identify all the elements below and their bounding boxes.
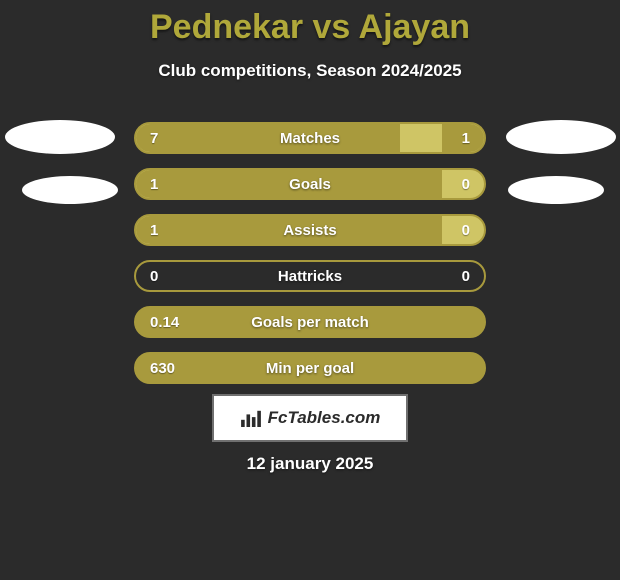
stat-value-right: 0 — [462, 268, 470, 285]
comparison-card: Pednekar vs Ajayan Club competitions, Se… — [0, 0, 620, 580]
subtitle: Club competitions, Season 2024/2025 — [0, 61, 620, 81]
stat-label: Goals — [136, 176, 484, 193]
stat-row-goals-per-match: 0.14 Goals per match — [134, 306, 486, 338]
stat-row-matches: 7 Matches 1 — [134, 122, 486, 154]
stat-label: Min per goal — [136, 360, 484, 377]
stat-value-right: 0 — [462, 222, 470, 239]
player-right-avatar-1 — [506, 120, 616, 154]
player-left-avatar-1 — [5, 120, 115, 154]
stats-list: 7 Matches 1 1 Goals 0 1 Assists 0 0 Hatt… — [134, 122, 486, 398]
stat-row-hattricks: 0 Hattricks 0 — [134, 260, 486, 292]
stat-row-min-per-goal: 630 Min per goal — [134, 352, 486, 384]
stat-label: Hattricks — [136, 268, 484, 285]
page-title: Pednekar vs Ajayan — [0, 0, 620, 47]
player-left-avatar-2 — [22, 176, 118, 204]
brand-text: FcTables.com — [268, 408, 381, 428]
stat-row-goals: 1 Goals 0 — [134, 168, 486, 200]
stat-value-right: 1 — [462, 130, 470, 147]
stat-value-right: 0 — [462, 176, 470, 193]
player-right-avatar-2 — [508, 176, 604, 204]
stat-label: Assists — [136, 222, 484, 239]
stat-row-assists: 1 Assists 0 — [134, 214, 486, 246]
bar-chart-icon — [240, 409, 262, 427]
stat-label: Goals per match — [136, 314, 484, 331]
brand-badge[interactable]: FcTables.com — [212, 394, 408, 442]
stat-label: Matches — [136, 130, 484, 147]
date-label: 12 january 2025 — [0, 454, 620, 474]
